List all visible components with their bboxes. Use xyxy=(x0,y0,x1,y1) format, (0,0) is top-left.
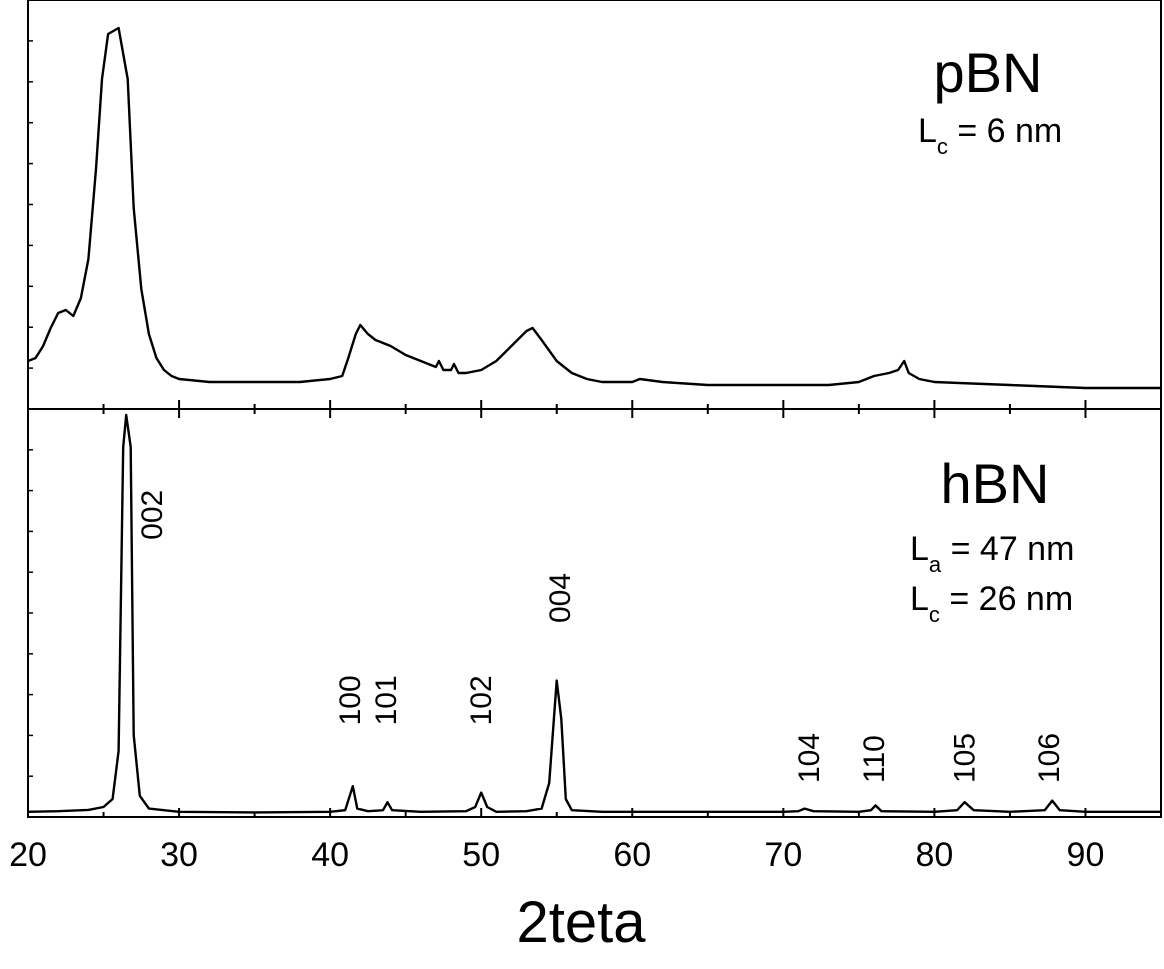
hbn-peak-labels: 002 100 101 102 004 104 110 105 106 xyxy=(136,490,1066,783)
peak-label-102: 102 xyxy=(465,675,498,725)
x-tick-label-20: 20 xyxy=(9,836,47,874)
hbn-param-0: La = 47 nm xyxy=(910,530,1074,577)
x-tick-label-80: 80 xyxy=(915,836,953,874)
x-axis-title: 2teta xyxy=(517,890,647,955)
x-tick-label-50: 50 xyxy=(462,836,500,874)
x-tick-label-40: 40 xyxy=(311,836,349,874)
pbn-sample-label: pBN xyxy=(934,41,1043,104)
peak-label-100: 100 xyxy=(334,675,367,725)
peak-label-104: 104 xyxy=(793,733,826,783)
x-tick-label-90: 90 xyxy=(1067,836,1105,874)
pbn-panel: pBN Lc = 6 nm xyxy=(27,0,1162,410)
hbn-ticks xyxy=(27,409,1162,817)
peak-label-101: 101 xyxy=(370,675,403,725)
pbn-param-0: Lc = 6 nm xyxy=(918,112,1062,159)
pbn-params: Lc = 6 nm xyxy=(918,112,1062,159)
peak-label-106: 106 xyxy=(1033,733,1066,783)
peak-label-110: 110 xyxy=(858,735,891,783)
x-tick-label-60: 60 xyxy=(613,836,651,874)
peak-label-004: 004 xyxy=(544,573,577,623)
hbn-sample-label: hBN xyxy=(941,452,1050,515)
hbn-param-1: Lc = 26 nm xyxy=(910,580,1073,627)
x-tick-labels: 20 30 40 50 60 70 80 90 xyxy=(9,836,1104,874)
x-tick-label-30: 30 xyxy=(160,836,198,874)
pbn-spectrum-line xyxy=(27,26,1161,390)
peak-label-105: 105 xyxy=(949,733,982,783)
peak-label-002: 002 xyxy=(136,490,169,540)
x-tick-label-70: 70 xyxy=(764,836,802,874)
